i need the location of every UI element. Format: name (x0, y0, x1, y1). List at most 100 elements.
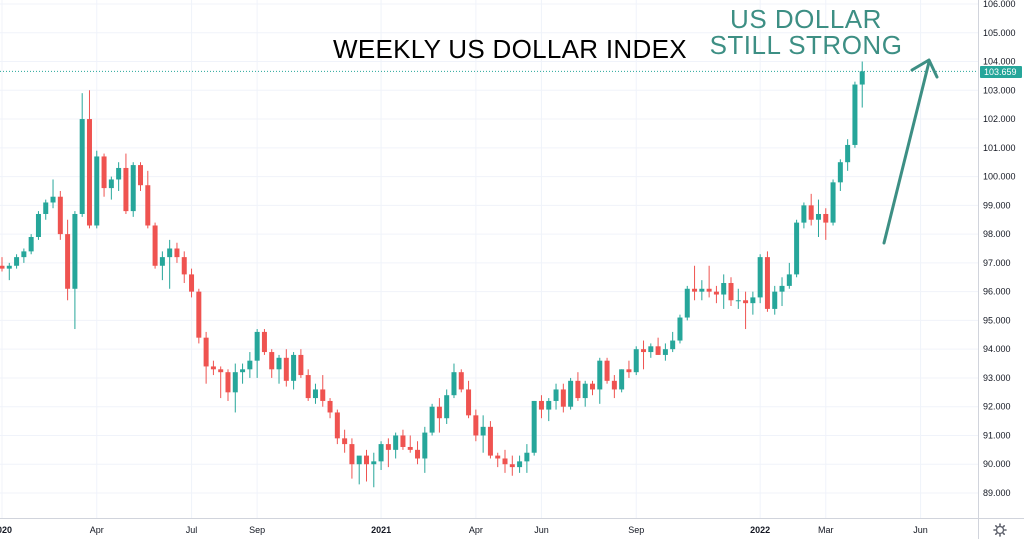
candle (582, 380, 588, 407)
candle (735, 288, 741, 309)
candle-body (152, 225, 158, 266)
candle (845, 139, 851, 171)
candle-body (349, 444, 355, 465)
candle (356, 455, 362, 485)
candle-body (159, 257, 165, 266)
annotation-line-2: STILL STRONG (710, 30, 903, 60)
candle (101, 153, 107, 197)
candle-body (451, 372, 457, 396)
candle-body (604, 360, 610, 381)
candle-body (845, 144, 851, 163)
candle-body (575, 380, 581, 399)
candle (852, 81, 858, 148)
candle (823, 208, 829, 240)
y-tick-label: 106.000 (983, 0, 1016, 9)
candle (713, 285, 719, 304)
candle-body (728, 283, 734, 301)
candle-body (764, 257, 770, 309)
candle (218, 366, 224, 399)
candle-body (108, 179, 114, 189)
candle (502, 449, 508, 473)
candle (159, 251, 165, 281)
y-tick-label: 90.000 (983, 459, 1011, 469)
candle-body (772, 291, 778, 309)
candles (0, 61, 865, 488)
candle-body (495, 455, 501, 459)
candle-body (794, 222, 800, 275)
x-tick-label: Apr (90, 525, 104, 535)
candle (342, 429, 348, 453)
candle-body (750, 297, 756, 304)
candle (692, 265, 698, 301)
candle (210, 360, 216, 376)
candle-body (35, 213, 41, 237)
candle-body (560, 389, 566, 407)
candle-body (509, 464, 515, 468)
candle-body (684, 288, 690, 318)
candle (641, 340, 647, 370)
candle-body (859, 71, 865, 85)
candle (276, 354, 282, 384)
candle (830, 179, 836, 226)
candle-body (808, 205, 814, 220)
candle-body (502, 458, 508, 465)
candle (94, 150, 100, 229)
candle (86, 90, 92, 229)
candle-body (385, 444, 391, 450)
candle (436, 398, 442, 433)
grid (0, 0, 978, 518)
y-tick-label: 104.000 (983, 57, 1016, 67)
settings-gear-icon[interactable] (993, 523, 1007, 537)
candle (429, 403, 435, 436)
x-tick-label: Sep (249, 525, 265, 535)
candle-body (568, 380, 574, 407)
candle (138, 162, 144, 191)
candle-body (167, 248, 173, 258)
candle (721, 274, 727, 309)
candle-body (517, 461, 523, 468)
candle (794, 219, 800, 278)
y-tick-label: 95.000 (983, 315, 1011, 325)
candle-body (670, 340, 676, 350)
candle-body (86, 119, 92, 226)
candle (254, 329, 260, 378)
candle (240, 363, 246, 384)
x-tick-label: Apr (469, 525, 483, 535)
y-tick-label: 89.000 (983, 488, 1011, 498)
x-tick-label: Jun (534, 525, 549, 535)
candle-body (269, 352, 275, 370)
candle (123, 153, 129, 214)
candle (728, 277, 734, 307)
candle-body (130, 165, 136, 212)
candle-body (823, 213, 829, 223)
candle (757, 254, 763, 304)
candle-body (641, 349, 647, 353)
candle (327, 398, 333, 419)
candle-body (327, 400, 333, 413)
candle (334, 409, 340, 445)
candle-body (283, 357, 289, 381)
y-tick-label: 99.000 (983, 200, 1011, 210)
candle-body (648, 346, 654, 353)
candle (385, 438, 391, 468)
candle (859, 61, 865, 108)
candle (604, 357, 610, 384)
candle (633, 346, 639, 376)
candle-body (291, 354, 297, 381)
candle-body (597, 360, 603, 390)
candle-body (400, 435, 406, 447)
candle-body (466, 389, 472, 416)
y-tick-label: 100.000 (983, 172, 1016, 182)
candle (648, 343, 654, 358)
y-tick-label: 105.000 (983, 28, 1016, 38)
candle (546, 398, 552, 422)
candle-body (6, 265, 12, 269)
y-tick-label: 94.000 (983, 344, 1011, 354)
candle-body (662, 349, 668, 355)
y-tick-label: 93.000 (983, 373, 1011, 383)
candle-body (422, 432, 428, 459)
candle (626, 360, 632, 378)
candle (538, 395, 544, 419)
candle-body (203, 337, 209, 367)
candle-body (210, 366, 216, 370)
